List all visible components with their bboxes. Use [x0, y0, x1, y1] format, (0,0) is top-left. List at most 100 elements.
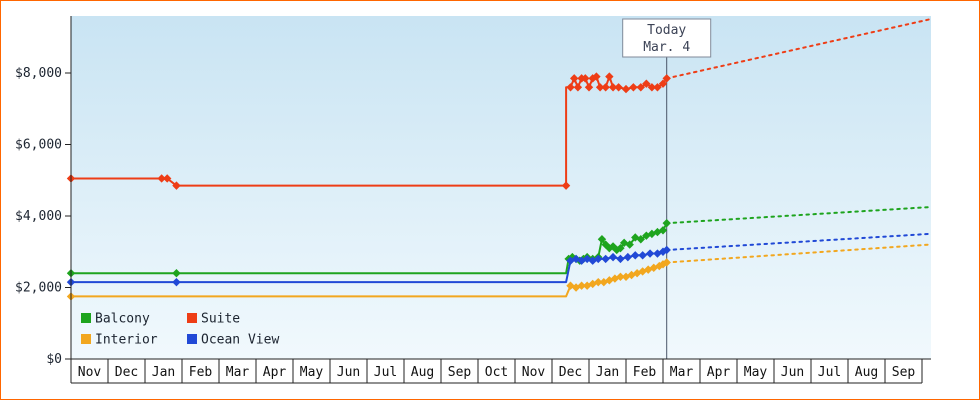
- x-axis-month-label: Aug: [411, 365, 434, 380]
- x-axis-month-label: Feb: [189, 365, 213, 380]
- x-axis-month-label: Apr: [263, 365, 287, 380]
- series-balcony-marker: [605, 243, 614, 253]
- series-ocean-view-marker: [608, 252, 618, 262]
- series-suite-marker: [573, 83, 583, 92]
- series-suite-marker: [601, 83, 610, 92]
- series-ocean-view-marker: [631, 251, 640, 260]
- plot-background: [71, 16, 931, 359]
- x-axis-month-label: Nov: [522, 365, 546, 380]
- x-axis-month-label: Jun: [337, 365, 360, 380]
- series-ocean-view-marker: [638, 251, 647, 260]
- series-suite-marker: [647, 83, 657, 92]
- series-ocean-view-marker: [172, 277, 181, 287]
- series-ocean-view-marker: [662, 245, 671, 255]
- series-suite-marker: [605, 72, 614, 81]
- series-balcony-marker: [172, 269, 181, 278]
- series-ocean-view-marker: [623, 252, 633, 262]
- series-suite-marker: [614, 83, 623, 92]
- series-ocean-view-projection: [665, 232, 931, 251]
- series-suite-marker: [636, 83, 645, 92]
- legend-swatch-ocean-view: [187, 334, 197, 344]
- legend-swatch-interior: [81, 334, 91, 344]
- series-ocean-view-marker: [594, 254, 603, 264]
- series-suite-marker: [642, 79, 651, 88]
- x-axis-month-label: Dec: [559, 365, 582, 380]
- series-suite-marker: [581, 74, 590, 83]
- y-axis-label: $8,000: [15, 66, 62, 81]
- series-ocean-view-marker: [653, 249, 662, 258]
- x-axis-month-label: Mar: [226, 365, 250, 380]
- x-axis-month-label: Jul: [818, 365, 841, 380]
- series-ocean-view-marker: [616, 254, 625, 264]
- series-balcony-marker: [597, 235, 607, 244]
- series-balcony-marker: [662, 218, 671, 228]
- x-axis-month-label: Jun: [781, 365, 804, 380]
- series-interior-marker: [655, 261, 664, 271]
- x-axis-month-label: Apr: [707, 365, 731, 380]
- today-box: [622, 18, 712, 58]
- x-axis-month-label: Dec: [115, 365, 138, 380]
- series-suite-marker: [163, 174, 172, 183]
- series-balcony-marker: [636, 235, 645, 244]
- series-interior-marker: [594, 277, 603, 287]
- series-balcony-marker: [625, 240, 634, 249]
- series-interior-marker: [662, 258, 671, 267]
- series-interior-marker: [599, 277, 608, 287]
- series-suite-marker: [595, 83, 605, 92]
- x-axis-month-label: Mar: [670, 365, 694, 380]
- series-suite-marker: [566, 83, 575, 92]
- series-balcony-marker: [619, 238, 629, 248]
- series-ocean-view-marker: [577, 256, 586, 265]
- series-suite-marker: [588, 74, 597, 83]
- series-suite-marker: [621, 84, 631, 94]
- series-balcony-marker: [658, 226, 668, 235]
- series-balcony-marker: [647, 229, 657, 239]
- series-interior-marker: [577, 281, 586, 290]
- y-axis-label: $6,000: [15, 138, 62, 153]
- series-interior-marker: [632, 269, 642, 278]
- x-axis-month-label: Jul: [374, 365, 397, 380]
- series-balcony-marker: [616, 243, 625, 253]
- series-balcony-marker: [642, 231, 651, 240]
- series-interior-marker: [627, 270, 636, 280]
- series-interior-projection: [665, 243, 931, 264]
- series-suite-marker: [608, 83, 618, 92]
- series-ocean-view-marker: [645, 249, 655, 258]
- series-suite-marker: [592, 72, 601, 81]
- x-axis-month-label: Sep: [892, 365, 916, 380]
- y-axis-label: $0: [46, 352, 62, 367]
- series-suite-marker: [584, 83, 594, 92]
- series-suite-marker: [658, 79, 668, 88]
- legend-swatch-balcony: [81, 313, 91, 323]
- x-axis-month-label: Feb: [633, 365, 657, 380]
- series-interior-marker: [644, 265, 653, 274]
- x-axis-month-label: Aug: [855, 365, 878, 380]
- legend-label: Ocean View: [201, 333, 279, 348]
- series-suite-marker: [157, 174, 166, 183]
- series-suite-marker: [570, 74, 579, 83]
- series-suite-marker: [629, 83, 638, 92]
- series-interior-marker: [616, 272, 625, 281]
- series-suite-marker: [172, 181, 181, 190]
- legend-label: Interior: [95, 333, 158, 348]
- series-suite-marker: [653, 83, 662, 92]
- today-label: Today: [647, 23, 686, 38]
- y-axis-label: $4,000: [15, 209, 62, 224]
- legend-label: Suite: [201, 312, 240, 327]
- series-suite-projection: [665, 18, 931, 80]
- series-interior-marker: [588, 279, 597, 289]
- x-axis-month-label: Sep: [448, 365, 472, 380]
- x-axis-month-label: Jan: [152, 365, 175, 380]
- series-balcony-marker: [653, 227, 662, 237]
- today-date: Mar. 4: [643, 40, 690, 55]
- x-axis-month-label: Oct: [485, 365, 508, 380]
- y-axis-label: $2,000: [15, 281, 62, 296]
- series-suite-marker: [662, 74, 671, 83]
- series-interior-marker: [605, 276, 614, 285]
- x-axis-month-label: May: [744, 365, 768, 380]
- x-axis-month-label: May: [300, 365, 324, 380]
- series-balcony-projection: [665, 206, 931, 225]
- series-ocean-view-marker: [571, 254, 581, 264]
